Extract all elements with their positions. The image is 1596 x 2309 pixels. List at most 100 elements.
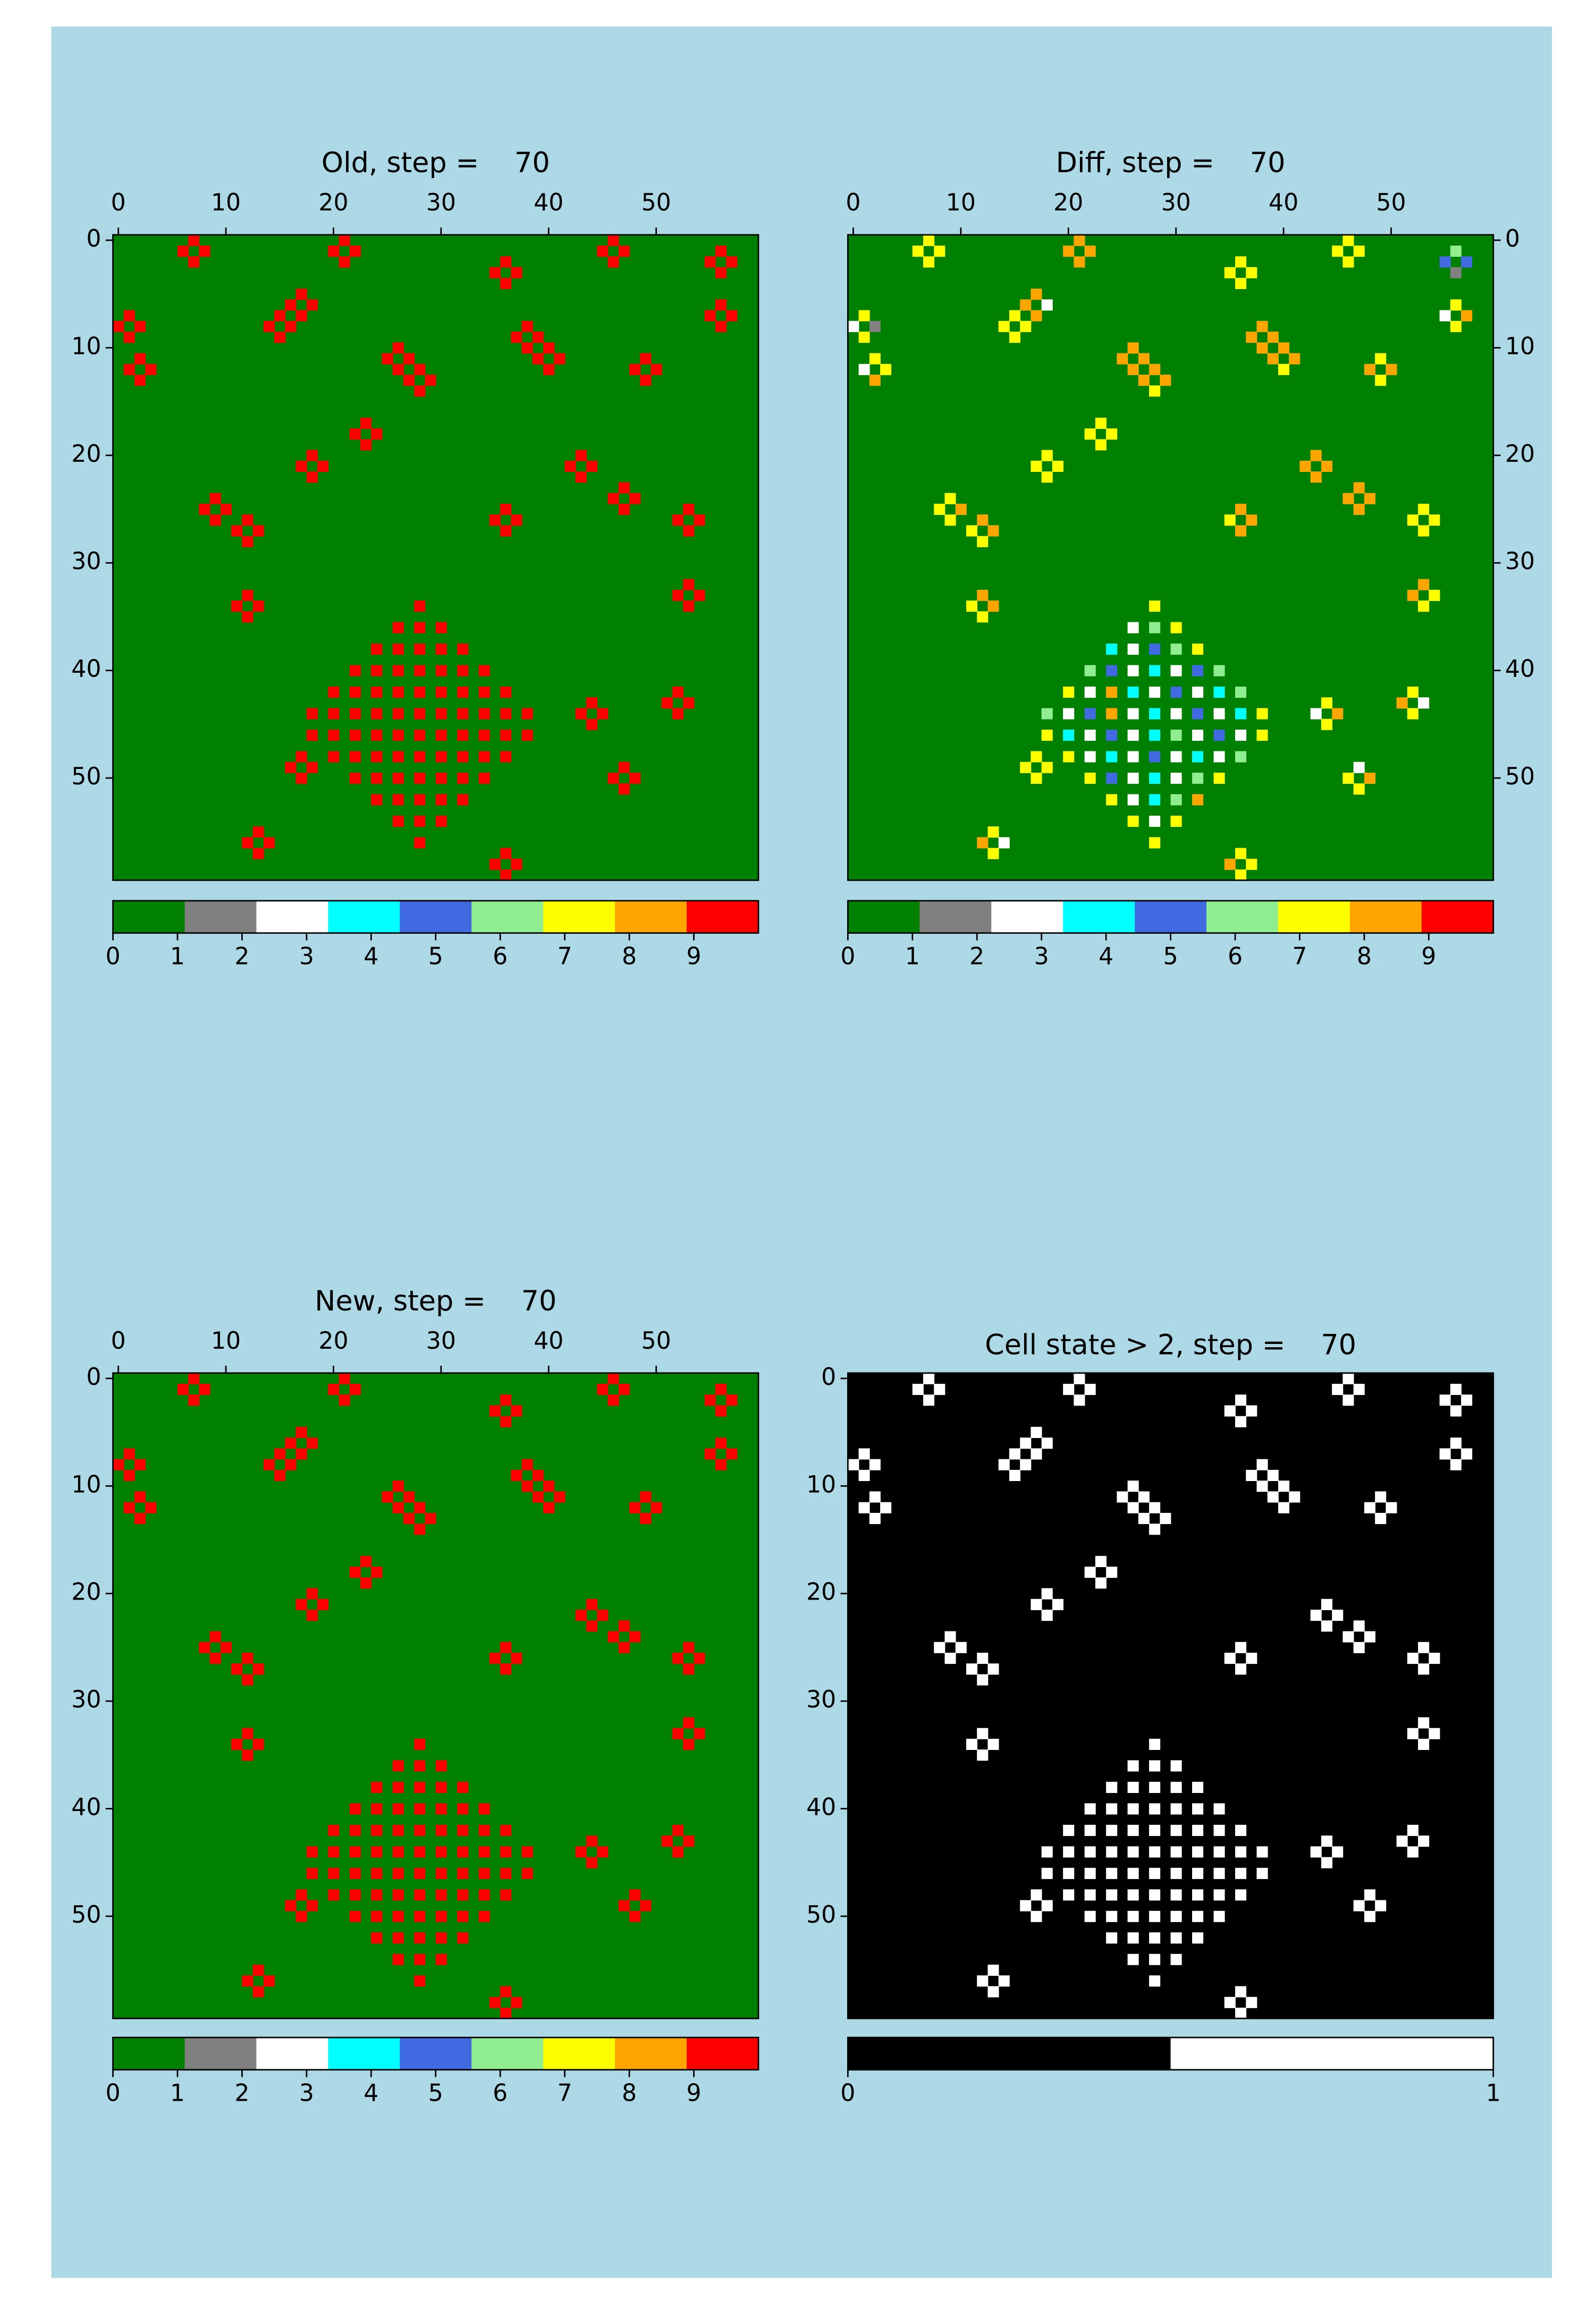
cell xyxy=(1170,794,1182,806)
cell xyxy=(683,1642,695,1653)
cell xyxy=(618,1383,630,1395)
cell xyxy=(371,1846,383,1858)
colorbar-tick-label: 7 xyxy=(558,2080,572,2107)
y-tick-label: 0 xyxy=(1505,225,1520,252)
cell xyxy=(414,1738,426,1750)
cell xyxy=(1321,1620,1333,1632)
cell xyxy=(1160,1512,1171,1524)
cell xyxy=(1375,353,1387,365)
cell xyxy=(1461,1394,1473,1406)
cell xyxy=(252,848,264,859)
cell xyxy=(1127,1910,1139,1922)
cell xyxy=(371,1867,383,1879)
cell xyxy=(414,644,426,655)
colorbar-tick-label: 0 xyxy=(105,2080,120,2107)
cell xyxy=(1235,1642,1247,1653)
cell xyxy=(1127,1481,1139,1492)
colorbar-segment xyxy=(400,2037,472,2070)
colorbar-segment xyxy=(184,901,257,933)
cell xyxy=(1418,1717,1430,1729)
cell xyxy=(392,1910,404,1922)
cell xyxy=(1461,1448,1473,1460)
cell xyxy=(1170,1781,1182,1793)
y-tick-label: 40 xyxy=(1505,656,1535,683)
colorbar-tick-label: 7 xyxy=(558,943,572,970)
cell xyxy=(1084,1803,1096,1815)
colorbar-segment xyxy=(1170,2037,1494,2070)
cell xyxy=(392,708,404,720)
cell xyxy=(1418,525,1430,537)
cell xyxy=(306,708,318,720)
cell xyxy=(328,1867,340,1879)
cell xyxy=(858,1469,870,1481)
cell xyxy=(500,1642,512,1653)
cell xyxy=(1192,1781,1204,1793)
cell xyxy=(726,310,738,322)
cell xyxy=(435,729,447,741)
cell xyxy=(414,1953,426,1965)
cell xyxy=(1041,708,1053,720)
cell xyxy=(209,1653,221,1664)
cell xyxy=(1246,1997,1257,2008)
cell xyxy=(392,644,404,655)
cell xyxy=(435,1803,447,1815)
cell xyxy=(1084,1383,1096,1395)
cell xyxy=(360,439,372,451)
cell xyxy=(672,708,684,720)
cell xyxy=(640,375,652,386)
cell xyxy=(231,600,243,612)
x-tick-label: 20 xyxy=(1053,189,1083,216)
cell xyxy=(1127,751,1139,763)
cell xyxy=(500,708,512,720)
cell xyxy=(1149,1953,1161,1965)
y-tick-label: 0 xyxy=(86,1364,101,1391)
cell xyxy=(414,385,426,397)
cell xyxy=(912,1383,924,1395)
panel: Diff, step = 70 0 10 20 30 40 50 0 10 20 30 40 50 0 1 2… xyxy=(840,147,1535,970)
cell xyxy=(328,1846,340,1858)
cell xyxy=(1149,1738,1161,1750)
cell xyxy=(478,665,490,676)
cell xyxy=(134,1512,146,1524)
cell xyxy=(543,342,555,354)
cell xyxy=(1256,342,1268,354)
cell xyxy=(457,1803,469,1815)
axes-frame xyxy=(112,1372,759,2019)
cell xyxy=(371,687,383,698)
cell xyxy=(586,718,598,730)
cell xyxy=(435,1932,447,1944)
cell xyxy=(987,848,999,859)
cell xyxy=(500,687,512,698)
cell xyxy=(489,1997,501,2008)
cell xyxy=(242,1653,254,1664)
colorbar-segment xyxy=(615,901,687,933)
colorbar-tick-label: 4 xyxy=(1099,943,1113,970)
cell xyxy=(1106,794,1118,806)
cell xyxy=(306,450,318,461)
cell xyxy=(1031,310,1042,322)
cell xyxy=(858,1448,870,1460)
colorbar-segment xyxy=(400,901,472,933)
cell xyxy=(252,826,264,838)
cell xyxy=(1342,1373,1354,1384)
cell xyxy=(478,1910,490,1922)
cell xyxy=(1041,1846,1053,1858)
cell xyxy=(1009,332,1021,343)
cell xyxy=(1095,418,1107,429)
cell xyxy=(306,299,318,311)
cell xyxy=(586,460,598,472)
cell xyxy=(209,493,221,504)
cell xyxy=(285,1437,297,1449)
cell xyxy=(1074,256,1085,268)
cell xyxy=(306,1900,318,1912)
cell xyxy=(360,1555,372,1567)
cell xyxy=(371,772,383,784)
cell xyxy=(1149,815,1161,827)
cell xyxy=(1192,1846,1204,1858)
cell xyxy=(295,1448,307,1460)
cell xyxy=(1009,1469,1021,1481)
cell xyxy=(1450,1459,1462,1470)
cell xyxy=(339,1373,350,1384)
cell xyxy=(1106,708,1118,720)
cell xyxy=(457,665,469,676)
